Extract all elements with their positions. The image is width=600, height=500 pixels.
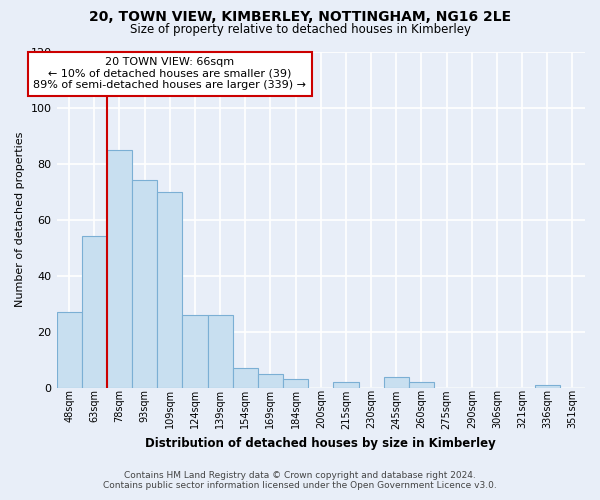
- Text: 20, TOWN VIEW, KIMBERLEY, NOTTINGHAM, NG16 2LE: 20, TOWN VIEW, KIMBERLEY, NOTTINGHAM, NG…: [89, 10, 511, 24]
- Bar: [233, 368, 258, 388]
- Bar: [107, 150, 132, 388]
- Bar: [383, 376, 409, 388]
- Bar: [334, 382, 359, 388]
- Bar: [157, 192, 182, 388]
- Text: Size of property relative to detached houses in Kimberley: Size of property relative to detached ho…: [130, 22, 470, 36]
- Bar: [409, 382, 434, 388]
- Bar: [132, 180, 157, 388]
- Bar: [283, 380, 308, 388]
- Bar: [56, 312, 82, 388]
- X-axis label: Distribution of detached houses by size in Kimberley: Distribution of detached houses by size …: [145, 437, 496, 450]
- Bar: [258, 374, 283, 388]
- Bar: [82, 236, 107, 388]
- Y-axis label: Number of detached properties: Number of detached properties: [15, 132, 25, 308]
- Text: 20 TOWN VIEW: 66sqm
← 10% of detached houses are smaller (39)
89% of semi-detach: 20 TOWN VIEW: 66sqm ← 10% of detached ho…: [33, 57, 306, 90]
- Bar: [182, 315, 208, 388]
- Bar: [535, 385, 560, 388]
- Text: Contains HM Land Registry data © Crown copyright and database right 2024.
Contai: Contains HM Land Registry data © Crown c…: [103, 470, 497, 490]
- Bar: [208, 315, 233, 388]
